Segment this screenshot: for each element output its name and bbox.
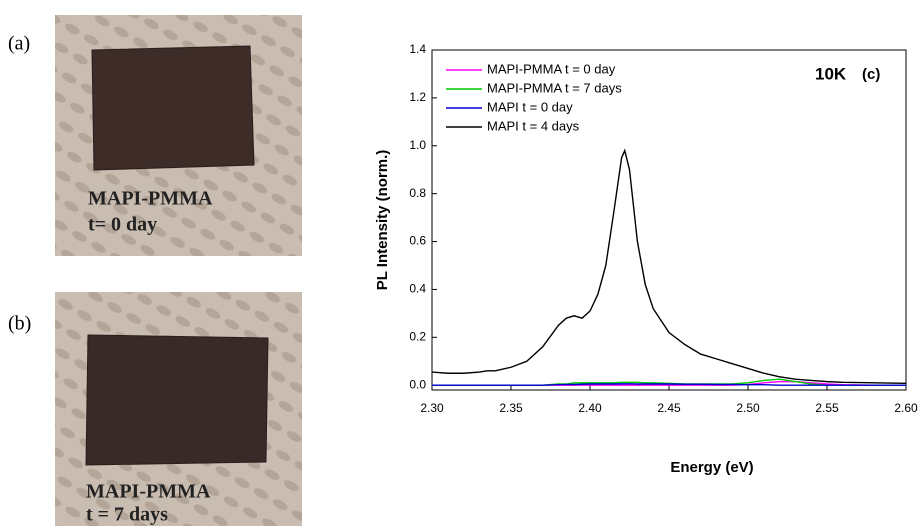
panel-label: (a) bbox=[8, 33, 30, 55]
series-line bbox=[432, 383, 906, 386]
film bbox=[91, 45, 255, 171]
x-tick-label: 2.60 bbox=[894, 401, 918, 415]
photo-a: (a) MAPI-PMMA t= 0 day bbox=[8, 15, 302, 256]
x-tick-label: 2.35 bbox=[499, 401, 523, 415]
caption: t= 0 day bbox=[88, 214, 157, 236]
x-tick-label: 2.40 bbox=[578, 401, 602, 415]
legend-label: MAPI t = 4 days bbox=[487, 118, 580, 133]
x-tick-label: 2.45 bbox=[657, 401, 681, 415]
y-tick-label: 0.6 bbox=[409, 234, 426, 248]
x-tick-label: 2.55 bbox=[815, 401, 839, 415]
panel-label: (b) bbox=[8, 313, 31, 335]
y-tick-label: 1.4 bbox=[409, 42, 426, 56]
caption: MAPI-PMMA bbox=[88, 188, 213, 210]
y-tick-label: 1.0 bbox=[409, 138, 426, 152]
x-axis-label: Energy (eV) bbox=[670, 459, 753, 476]
y-tick-label: 0.0 bbox=[409, 377, 426, 391]
legend-label: MAPI-PMMA t = 7 days bbox=[487, 80, 622, 95]
caption: t = 7 days bbox=[86, 504, 168, 526]
film bbox=[85, 334, 269, 466]
y-axis-label: PL Intensity (norm.) bbox=[374, 150, 391, 291]
caption: MAPI-PMMA bbox=[86, 481, 211, 503]
legend-label: MAPI-PMMA t = 0 day bbox=[487, 61, 616, 76]
y-tick-label: 0.4 bbox=[409, 282, 426, 296]
y-tick-label: 1.2 bbox=[409, 90, 426, 104]
photo-b: (b) MAPI-PMMA t = 7 days bbox=[8, 292, 302, 526]
annotation: 10K bbox=[815, 64, 847, 83]
annotation: (c) bbox=[862, 66, 880, 83]
y-tick-label: 0.2 bbox=[409, 329, 426, 343]
legend-label: MAPI t = 0 day bbox=[487, 99, 573, 114]
x-tick-label: 2.50 bbox=[736, 401, 760, 415]
series-line bbox=[431, 148, 907, 384]
chart: Energy (eV) PL Intensity (norm.) 10K (c)… bbox=[374, 42, 918, 476]
x-tick-label: 2.30 bbox=[420, 401, 444, 415]
y-tick-label: 0.8 bbox=[409, 186, 426, 200]
